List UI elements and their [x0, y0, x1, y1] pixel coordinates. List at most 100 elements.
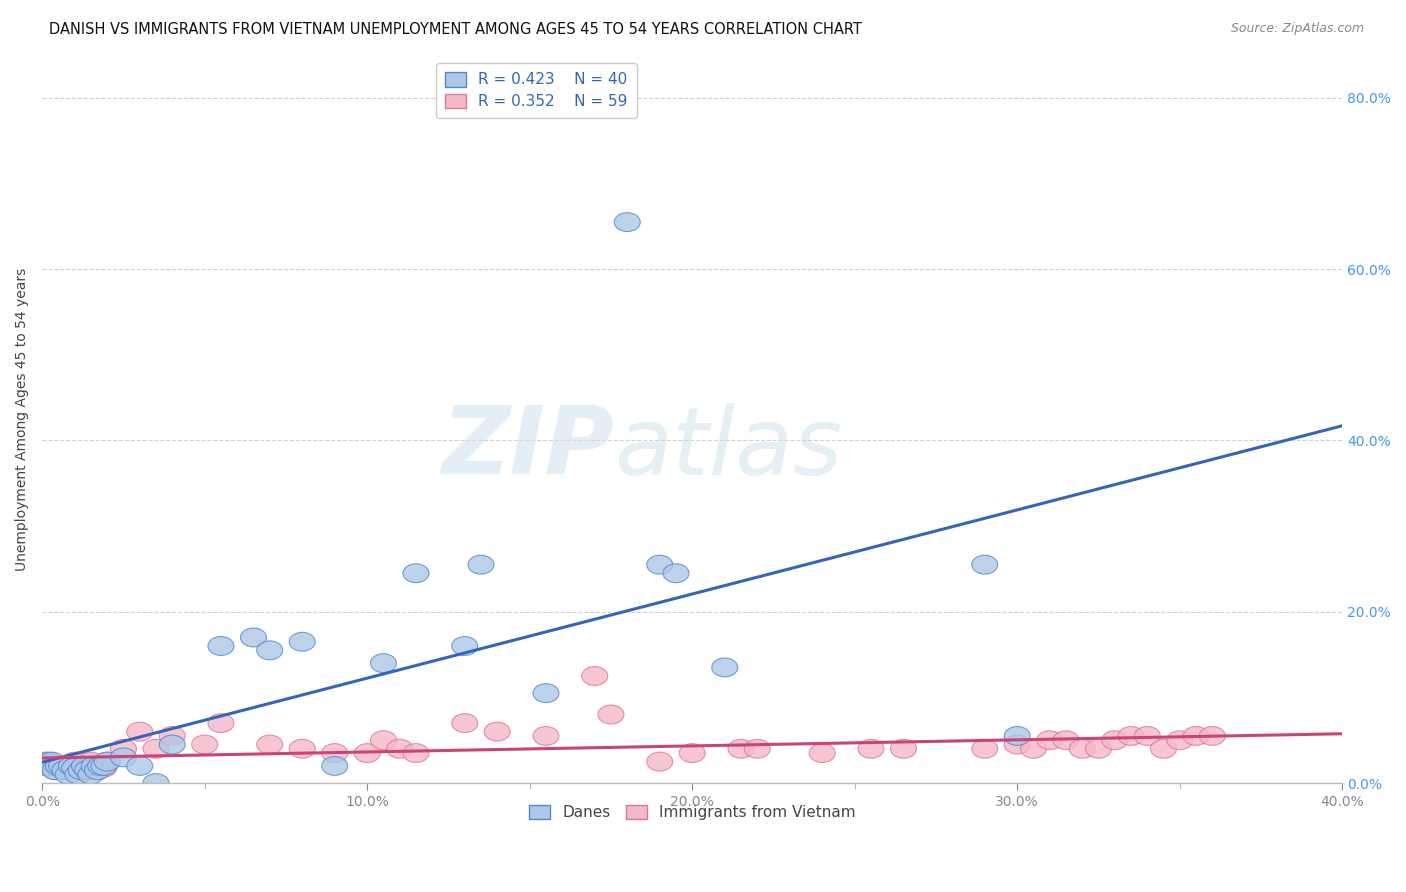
Ellipse shape [84, 761, 111, 780]
Ellipse shape [143, 739, 169, 758]
Ellipse shape [1199, 726, 1225, 746]
Ellipse shape [39, 752, 65, 771]
Ellipse shape [972, 739, 998, 758]
Ellipse shape [1036, 731, 1063, 749]
Ellipse shape [614, 212, 640, 232]
Ellipse shape [647, 555, 672, 574]
Ellipse shape [35, 752, 62, 771]
Ellipse shape [82, 756, 107, 775]
Ellipse shape [35, 756, 62, 775]
Ellipse shape [55, 765, 82, 784]
Ellipse shape [82, 756, 107, 775]
Legend: Danes, Immigrants from Vietnam: Danes, Immigrants from Vietnam [523, 798, 862, 826]
Ellipse shape [111, 739, 136, 758]
Ellipse shape [370, 731, 396, 749]
Ellipse shape [65, 765, 91, 784]
Ellipse shape [62, 752, 87, 771]
Ellipse shape [69, 761, 94, 780]
Ellipse shape [39, 756, 65, 775]
Ellipse shape [91, 758, 117, 777]
Ellipse shape [810, 744, 835, 763]
Ellipse shape [322, 756, 347, 775]
Ellipse shape [87, 756, 114, 775]
Ellipse shape [75, 761, 101, 780]
Ellipse shape [1135, 726, 1160, 746]
Ellipse shape [257, 735, 283, 754]
Text: Source: ZipAtlas.com: Source: ZipAtlas.com [1230, 22, 1364, 36]
Ellipse shape [32, 756, 59, 775]
Ellipse shape [62, 758, 87, 777]
Ellipse shape [728, 739, 754, 758]
Ellipse shape [91, 756, 117, 775]
Ellipse shape [127, 756, 153, 775]
Ellipse shape [451, 714, 478, 732]
Ellipse shape [208, 637, 233, 656]
Ellipse shape [72, 761, 97, 780]
Text: atlas: atlas [614, 402, 842, 493]
Ellipse shape [52, 761, 77, 780]
Ellipse shape [32, 752, 59, 771]
Ellipse shape [484, 723, 510, 741]
Ellipse shape [1069, 739, 1095, 758]
Ellipse shape [1102, 731, 1128, 749]
Ellipse shape [143, 773, 169, 792]
Ellipse shape [582, 666, 607, 685]
Ellipse shape [404, 564, 429, 582]
Ellipse shape [42, 761, 69, 780]
Ellipse shape [1085, 739, 1112, 758]
Ellipse shape [65, 756, 91, 775]
Ellipse shape [370, 654, 396, 673]
Ellipse shape [679, 744, 706, 763]
Ellipse shape [664, 564, 689, 582]
Ellipse shape [533, 683, 560, 703]
Ellipse shape [290, 739, 315, 758]
Text: ZIP: ZIP [441, 402, 614, 494]
Ellipse shape [322, 744, 347, 763]
Ellipse shape [52, 761, 77, 780]
Ellipse shape [711, 658, 738, 677]
Ellipse shape [598, 705, 624, 724]
Ellipse shape [1167, 731, 1192, 749]
Ellipse shape [159, 735, 186, 754]
Ellipse shape [69, 758, 94, 777]
Ellipse shape [1004, 735, 1031, 754]
Ellipse shape [49, 756, 75, 775]
Ellipse shape [1182, 726, 1209, 746]
Ellipse shape [1053, 731, 1078, 749]
Ellipse shape [451, 637, 478, 656]
Ellipse shape [1004, 726, 1031, 746]
Ellipse shape [84, 761, 111, 780]
Ellipse shape [127, 723, 153, 741]
Ellipse shape [257, 640, 283, 660]
Ellipse shape [55, 756, 82, 775]
Ellipse shape [45, 756, 72, 775]
Ellipse shape [77, 752, 104, 771]
Ellipse shape [858, 739, 884, 758]
Ellipse shape [49, 756, 75, 775]
Ellipse shape [191, 735, 218, 754]
Ellipse shape [159, 726, 186, 746]
Ellipse shape [1118, 726, 1144, 746]
Ellipse shape [42, 761, 69, 780]
Ellipse shape [890, 739, 917, 758]
Ellipse shape [354, 744, 380, 763]
Ellipse shape [972, 555, 998, 574]
Ellipse shape [533, 726, 560, 746]
Text: DANISH VS IMMIGRANTS FROM VIETNAM UNEMPLOYMENT AMONG AGES 45 TO 54 YEARS CORRELA: DANISH VS IMMIGRANTS FROM VIETNAM UNEMPL… [49, 22, 862, 37]
Ellipse shape [1021, 739, 1046, 758]
Ellipse shape [75, 756, 101, 775]
Ellipse shape [404, 744, 429, 763]
Ellipse shape [59, 756, 84, 775]
Ellipse shape [290, 632, 315, 651]
Ellipse shape [87, 756, 114, 775]
Ellipse shape [59, 758, 84, 777]
Ellipse shape [387, 739, 413, 758]
Ellipse shape [647, 752, 672, 771]
Ellipse shape [94, 752, 120, 771]
Ellipse shape [468, 555, 494, 574]
Ellipse shape [45, 756, 72, 775]
Ellipse shape [111, 747, 136, 767]
Ellipse shape [744, 739, 770, 758]
Y-axis label: Unemployment Among Ages 45 to 54 years: Unemployment Among Ages 45 to 54 years [15, 268, 30, 571]
Ellipse shape [94, 752, 120, 771]
